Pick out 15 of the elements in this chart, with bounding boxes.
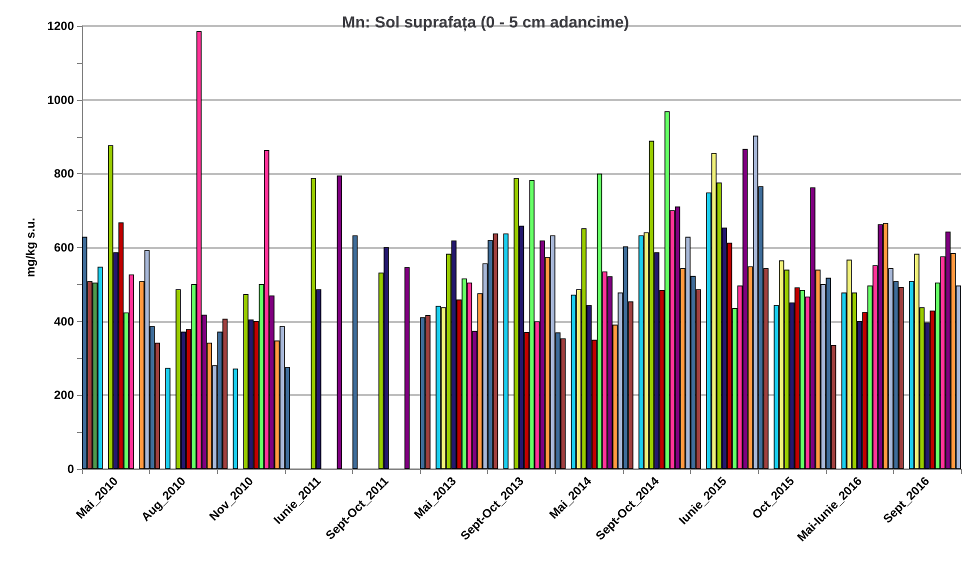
bar	[352, 235, 358, 469]
bar	[503, 233, 508, 469]
bar	[165, 368, 170, 469]
chart-title: Mn: Sol suprafața (0 - 5 cm adancime)	[342, 14, 630, 32]
y-axis-title: mg/kg s.u.	[23, 218, 38, 278]
y-tick-label: 1000	[47, 92, 74, 107]
bar	[232, 368, 238, 469]
bar	[404, 267, 410, 469]
bar	[336, 176, 342, 469]
y-tick-label: 600	[54, 240, 74, 254]
y-tick-label: 800	[54, 166, 74, 181]
y-tick-label: 1200	[47, 19, 74, 33]
y-tick-label: 0	[67, 462, 74, 476]
y-tick-label: 400	[54, 314, 74, 328]
y-tick-label: 200	[54, 388, 74, 402]
